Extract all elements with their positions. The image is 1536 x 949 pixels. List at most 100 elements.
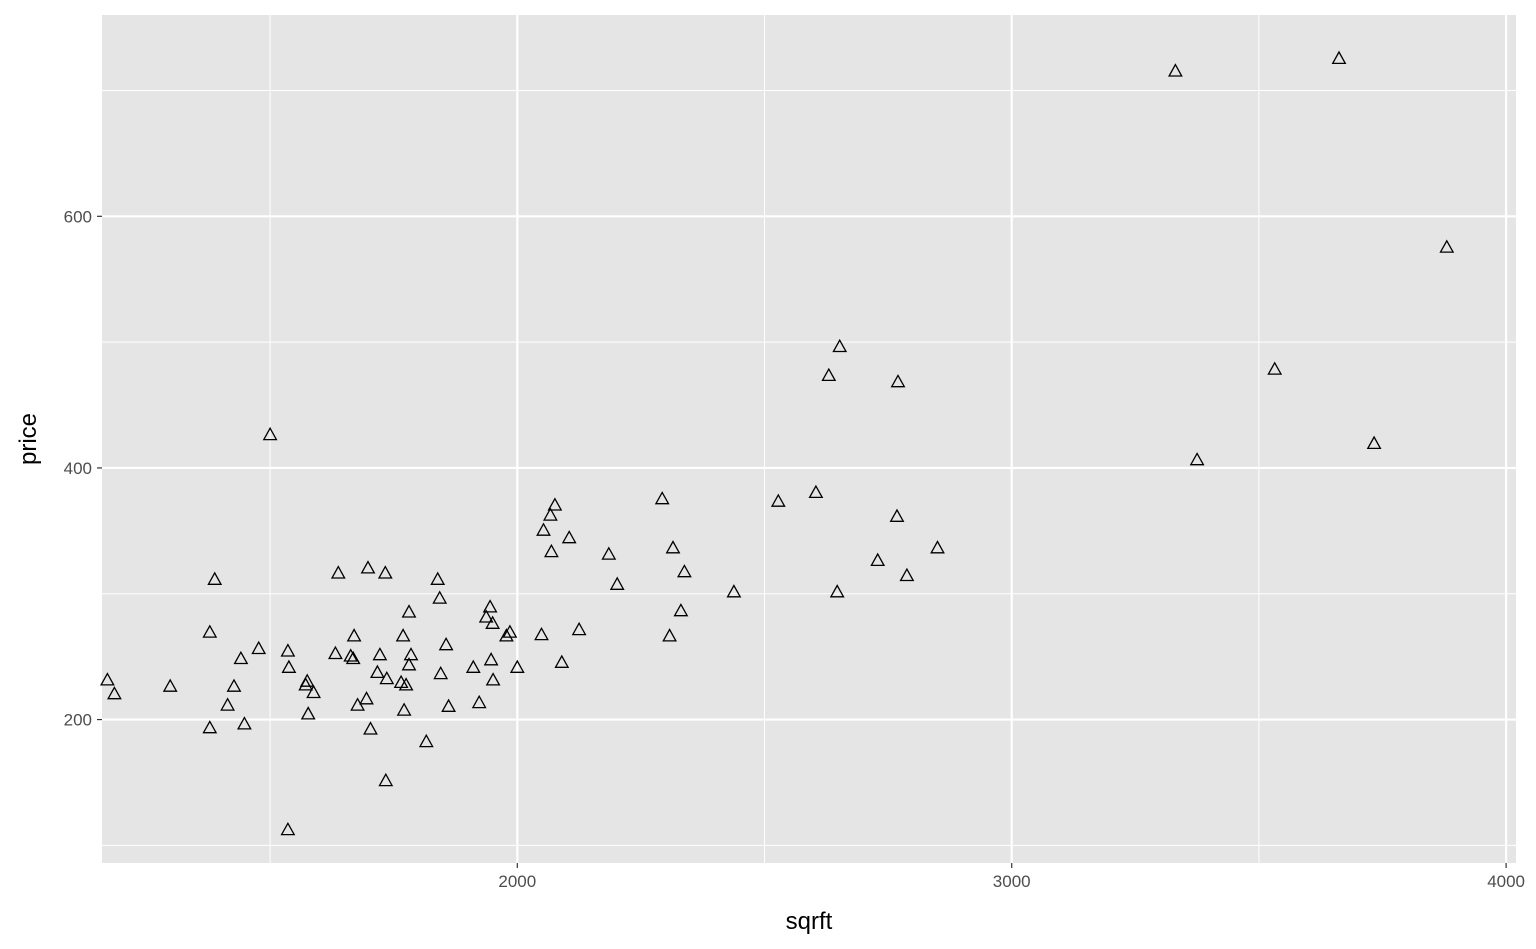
data-point-triangle (665, 540, 681, 554)
data-point-triangle (485, 615, 501, 629)
data-point-triangle (770, 493, 786, 507)
data-point-triangle (202, 720, 218, 734)
data-point-triangle (330, 565, 346, 579)
data-point-triangle (673, 603, 689, 617)
data-point-triangle (306, 684, 322, 699)
data-point-triangle (220, 697, 236, 711)
data-point-triangle (236, 716, 252, 730)
data-point-triangle (438, 636, 454, 651)
data-point-triangle (930, 540, 945, 554)
data-point-triangle (543, 543, 559, 558)
x-tick-label: 4000 (1487, 872, 1525, 891)
data-point-triangle (401, 604, 417, 618)
data-point-triangle (536, 522, 551, 536)
data-point-triangle (534, 626, 549, 641)
data-point-triangle (441, 698, 457, 712)
data-point-triangle (99, 672, 115, 686)
x-axis-title: sqrft (786, 908, 833, 935)
data-point-triangle (395, 628, 411, 642)
data-point-triangle (482, 599, 498, 613)
data-point-triangle (262, 426, 278, 441)
data-point-triangle (377, 565, 393, 579)
data-point-triangle (327, 645, 343, 660)
y-axis: 200 400 600 (64, 207, 102, 730)
data-point-triangle (542, 507, 558, 521)
data-point-triangle (430, 571, 446, 585)
data-point-triangle (465, 659, 481, 673)
data-point-triangle (300, 706, 316, 720)
data-point-triangle (899, 567, 915, 582)
data-point-triangle (832, 338, 848, 353)
data-point-triangle (345, 650, 361, 665)
data-point-triangle (498, 628, 514, 642)
data-point-triangle (821, 367, 837, 382)
data-point-triangle (360, 560, 376, 574)
y-tick-label: 600 (64, 207, 92, 226)
data-point-triangle (433, 665, 449, 680)
data-point-triangle (676, 564, 692, 578)
data-point-triangle (398, 677, 414, 691)
data-point-triangle (483, 652, 499, 666)
data-points (99, 50, 1455, 836)
data-point-triangle (726, 584, 742, 598)
data-point-triangle (299, 673, 315, 687)
data-point-triangle (478, 609, 494, 623)
data-point-triangle (554, 654, 570, 668)
data-point-triangle (346, 628, 362, 642)
data-point-triangle (1366, 435, 1382, 450)
data-point-triangle (207, 571, 223, 585)
data-point-triangle (280, 821, 296, 836)
data-point-triangle (471, 694, 487, 709)
data-point-triangle (359, 691, 374, 705)
data-point-triangle (485, 672, 501, 686)
data-point-triangle (233, 650, 249, 665)
data-point-triangle (226, 678, 242, 692)
data-point-triangle (401, 657, 417, 671)
y-axis-title: price (15, 413, 42, 465)
data-point-triangle (547, 497, 563, 511)
data-point-triangle (363, 721, 378, 735)
data-point-triangle (403, 647, 419, 661)
data-point-triangle (379, 670, 395, 685)
data-point-triangle (378, 772, 394, 787)
data-point-triangle (1267, 361, 1283, 375)
data-point-triangle (1189, 452, 1205, 466)
data-point-triangle (890, 374, 906, 388)
data-point-triangle (1439, 239, 1455, 253)
data-point-triangle (162, 678, 178, 692)
data-point-triangle (889, 508, 905, 522)
data-point-triangle (561, 530, 577, 544)
x-tick-label: 3000 (993, 872, 1031, 891)
data-point-triangle (106, 686, 122, 700)
y-tick-label: 400 (64, 459, 92, 478)
data-point-triangle (343, 648, 359, 662)
data-point-triangle (502, 624, 518, 638)
y-tick-label: 200 (64, 711, 92, 730)
data-point-triangle (202, 624, 218, 638)
x-axis: 2000 3000 4000 (498, 863, 1525, 891)
data-point-triangle (509, 659, 525, 673)
data-point-triangle (601, 546, 617, 560)
data-point-triangle (662, 628, 678, 642)
data-point-triangle (281, 659, 297, 673)
data-point-triangle (432, 590, 448, 604)
data-point-triangle (829, 584, 845, 598)
plot-panel (102, 15, 1516, 863)
data-point-triangle (1167, 63, 1183, 77)
minor-gridlines (102, 15, 1516, 863)
data-point-triangle (372, 647, 388, 661)
data-point-triangle (609, 576, 625, 590)
data-point-triangle (808, 484, 824, 499)
data-point-triangle (396, 702, 412, 716)
data-point-triangle (369, 664, 385, 679)
data-point-triangle (870, 552, 886, 567)
data-point-triangle (418, 733, 434, 748)
data-point-triangle (571, 621, 587, 636)
data-point-triangle (251, 640, 267, 655)
data-point-triangle (280, 643, 296, 657)
x-tick-label: 2000 (498, 872, 536, 891)
data-point-triangle (1331, 50, 1347, 65)
major-gridlines (102, 15, 1516, 863)
data-point-triangle (654, 491, 670, 505)
